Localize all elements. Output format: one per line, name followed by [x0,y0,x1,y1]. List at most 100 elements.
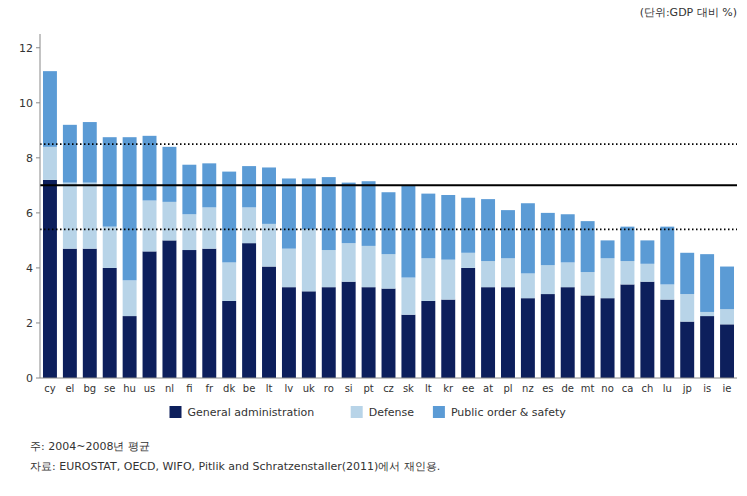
bar-segment [103,137,117,226]
y-tick [36,102,40,103]
bar-segment [461,268,475,378]
bar-segment [342,243,356,282]
bar-segment [401,315,415,378]
legend-label: General administration [188,406,315,419]
legend: General administration Defense Public orde… [170,406,567,419]
x-tick-label: hu [123,383,136,394]
bar-segment [601,258,615,298]
bar-segment [640,240,654,263]
note: 주: 2004~2008년 평균 [30,440,150,453]
bar-segment [282,249,296,288]
chart: (단위:GDP 대비 %)024681012cyelbgsehuusnlfifr… [0,0,747,496]
bar-segment [162,202,176,241]
x-tick-label: pt [363,383,373,394]
x-tick-label: de [561,383,574,394]
bar-segment [123,316,137,378]
x-tick-label: uk [303,383,315,394]
bar-segment [63,183,77,249]
bar-segment [441,195,455,260]
x-tick-label: dk [223,383,235,394]
bar-segment [162,240,176,378]
y-tick-label: 10 [19,97,33,110]
bar-segment [242,243,256,378]
bar-segment [660,227,674,285]
bar-segment [481,261,495,287]
bar-segment [461,253,475,268]
bar-segment [720,267,734,310]
y-tick-label: 6 [26,207,33,220]
bar-segment [680,253,694,294]
bar-segment [680,294,694,322]
x-tick-label: se [104,383,115,394]
bar-segment [382,289,396,378]
y-tick-label: 12 [19,42,33,55]
bar-segment [561,287,575,378]
bar-segment [720,324,734,378]
plot-area [40,71,737,378]
x-tick-label: lv [285,383,294,394]
bar-segment [640,282,654,378]
bar-segment [63,249,77,378]
bar-segment [541,294,555,378]
x-tick-label: ee [462,383,474,394]
bar-segment [601,240,615,258]
bar-segment [43,147,57,180]
x-tick-label: fi [186,383,192,394]
bar-segment [83,249,97,378]
y-tick [36,378,40,379]
bar-segment [322,177,336,250]
unit-label: (단위:GDP 대비 %) [640,6,737,19]
bar-segment [222,262,236,301]
reference-line [40,184,737,186]
x-tick-label: us [144,383,156,394]
y-tick-label: 4 [26,262,33,275]
y-tick-label: 0 [26,372,33,385]
bar-segment [362,181,376,246]
x-tick-label: no [601,383,613,394]
bar-segment [123,137,137,280]
x-tick-label: el [65,383,74,394]
bar-segment [621,284,635,378]
bar-segment [640,264,654,282]
x-tick-label: fr [205,383,214,394]
bar-segment [421,258,435,301]
bar-segment [501,287,515,378]
y-tick [36,212,40,213]
bar-segment [700,254,714,312]
bar-segment [700,312,714,316]
bar-segment [202,207,216,248]
bar-segment [282,178,296,248]
bar-segment [521,273,535,298]
bar-segment [581,272,595,295]
x-tick-label: at [483,383,493,394]
x-tick-label: ch [641,383,653,394]
bar-segment [162,147,176,202]
bar-segment [421,194,435,259]
bar-segment [123,280,137,316]
bar-segment [660,284,674,299]
bar-segment [601,298,615,378]
x-tick-label: ie [723,383,732,394]
bar-segment [720,309,734,324]
legend-label: Public order & safety [451,406,566,419]
legend-label: Defense [369,406,415,419]
x-tick-label: cy [44,383,55,394]
bar-segment [242,207,256,243]
bar-segment [541,213,555,265]
x-tick-label: es [542,383,553,394]
bar-segment [322,287,336,378]
legend-swatch [433,406,445,418]
bar-segment [302,229,316,291]
bar-segment [362,246,376,287]
bar-segment [461,198,475,253]
bar-segment [401,185,415,277]
bar-segment [441,300,455,378]
bar-segment [103,268,117,378]
bar-segment [182,165,196,215]
bar-segment [282,287,296,378]
bar-segment [401,278,415,315]
bar-segment [621,227,635,261]
bar-segment [302,291,316,378]
bar-segment [700,316,714,378]
bar-segment [262,267,276,378]
